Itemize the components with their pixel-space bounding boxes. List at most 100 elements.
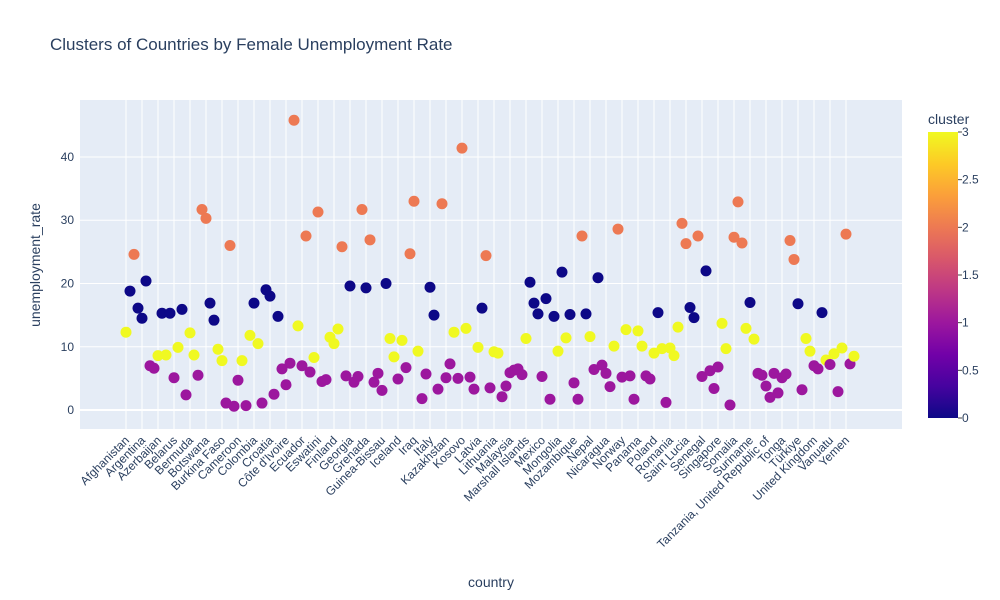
data-point — [760, 380, 772, 392]
data-point — [848, 350, 860, 362]
data-point — [580, 308, 592, 320]
data-point — [780, 368, 792, 380]
data-point — [264, 290, 276, 302]
data-point — [748, 333, 760, 345]
data-point — [200, 212, 212, 224]
data-point — [540, 293, 552, 305]
data-point — [636, 340, 648, 352]
data-point — [696, 370, 708, 382]
y-tick-label: 10 — [61, 340, 75, 354]
data-point — [368, 376, 380, 388]
data-point — [740, 322, 752, 334]
data-point — [320, 374, 332, 386]
data-point — [648, 347, 660, 359]
data-point — [832, 386, 844, 398]
data-point — [412, 345, 424, 357]
data-point — [536, 370, 548, 382]
data-point — [688, 312, 700, 324]
data-point — [716, 317, 728, 329]
data-point — [520, 333, 532, 345]
data-point — [424, 281, 436, 293]
data-point — [620, 324, 632, 336]
data-point — [816, 307, 828, 319]
data-point — [600, 367, 612, 379]
data-point — [680, 238, 692, 250]
data-point — [124, 285, 136, 297]
data-point — [364, 234, 376, 246]
data-point — [792, 298, 804, 310]
data-point — [380, 277, 392, 289]
data-point — [428, 309, 440, 321]
data-point — [788, 253, 800, 265]
chart-title: Clusters of Countries by Female Unemploy… — [50, 35, 453, 54]
data-point — [120, 326, 132, 338]
data-point — [452, 372, 464, 384]
data-point — [248, 297, 260, 309]
data-point — [660, 396, 672, 408]
data-point — [824, 358, 836, 370]
data-point — [652, 307, 664, 319]
data-point — [244, 329, 256, 341]
data-point — [484, 382, 496, 394]
data-point — [400, 362, 412, 374]
colorbar-tick-label: 1.5 — [962, 268, 979, 282]
data-point — [152, 350, 164, 362]
data-point — [720, 343, 732, 355]
colorbar-ticks: 0 0.5 1 1.5 2 2.5 3 — [958, 125, 979, 425]
data-point — [724, 399, 736, 411]
data-point — [136, 312, 148, 324]
data-point — [304, 366, 316, 378]
y-tick-label: 0 — [67, 403, 74, 417]
data-point — [560, 332, 572, 344]
data-point — [584, 331, 596, 343]
data-point — [764, 391, 776, 403]
data-point — [288, 114, 300, 126]
data-point — [700, 265, 712, 277]
data-point — [184, 327, 196, 339]
data-point — [588, 364, 600, 376]
data-point — [772, 387, 784, 399]
data-point — [628, 393, 640, 405]
data-point — [708, 383, 720, 395]
data-point — [684, 302, 696, 314]
data-point — [472, 341, 484, 353]
data-point — [728, 231, 740, 243]
data-point — [828, 348, 840, 360]
colorbar-tick-label: 3 — [962, 125, 969, 139]
data-point — [840, 228, 852, 240]
data-point — [432, 383, 444, 395]
y-tick-label: 20 — [61, 276, 75, 290]
data-point — [164, 307, 176, 319]
data-point — [300, 230, 312, 242]
data-point — [624, 370, 636, 382]
data-point — [476, 302, 488, 314]
data-point — [340, 370, 352, 382]
data-point — [328, 338, 340, 350]
data-point — [156, 307, 168, 319]
data-point — [276, 363, 288, 375]
data-point — [756, 369, 768, 381]
data-point — [712, 361, 724, 373]
data-point — [252, 338, 264, 350]
data-point — [404, 248, 416, 260]
data-point — [732, 196, 744, 208]
data-point — [416, 393, 428, 405]
data-point — [448, 326, 460, 338]
data-point — [372, 367, 384, 379]
data-point — [496, 391, 508, 403]
data-point — [240, 400, 252, 412]
data-point — [420, 368, 432, 380]
data-point — [336, 241, 348, 253]
colorbar-tick-label: 0 — [962, 411, 969, 425]
data-point — [224, 240, 236, 252]
data-point — [360, 282, 372, 294]
data-point — [500, 380, 512, 392]
x-axis-ticks: AfghanistanArgentinaAzerbaijanBelarusBer… — [77, 433, 852, 551]
data-point — [312, 206, 324, 218]
data-point — [308, 352, 320, 364]
data-point — [352, 370, 364, 382]
colorbar-tick-label: 2.5 — [962, 173, 979, 187]
data-point — [692, 230, 704, 242]
x-axis-title: country — [468, 574, 514, 590]
data-point — [212, 343, 224, 355]
